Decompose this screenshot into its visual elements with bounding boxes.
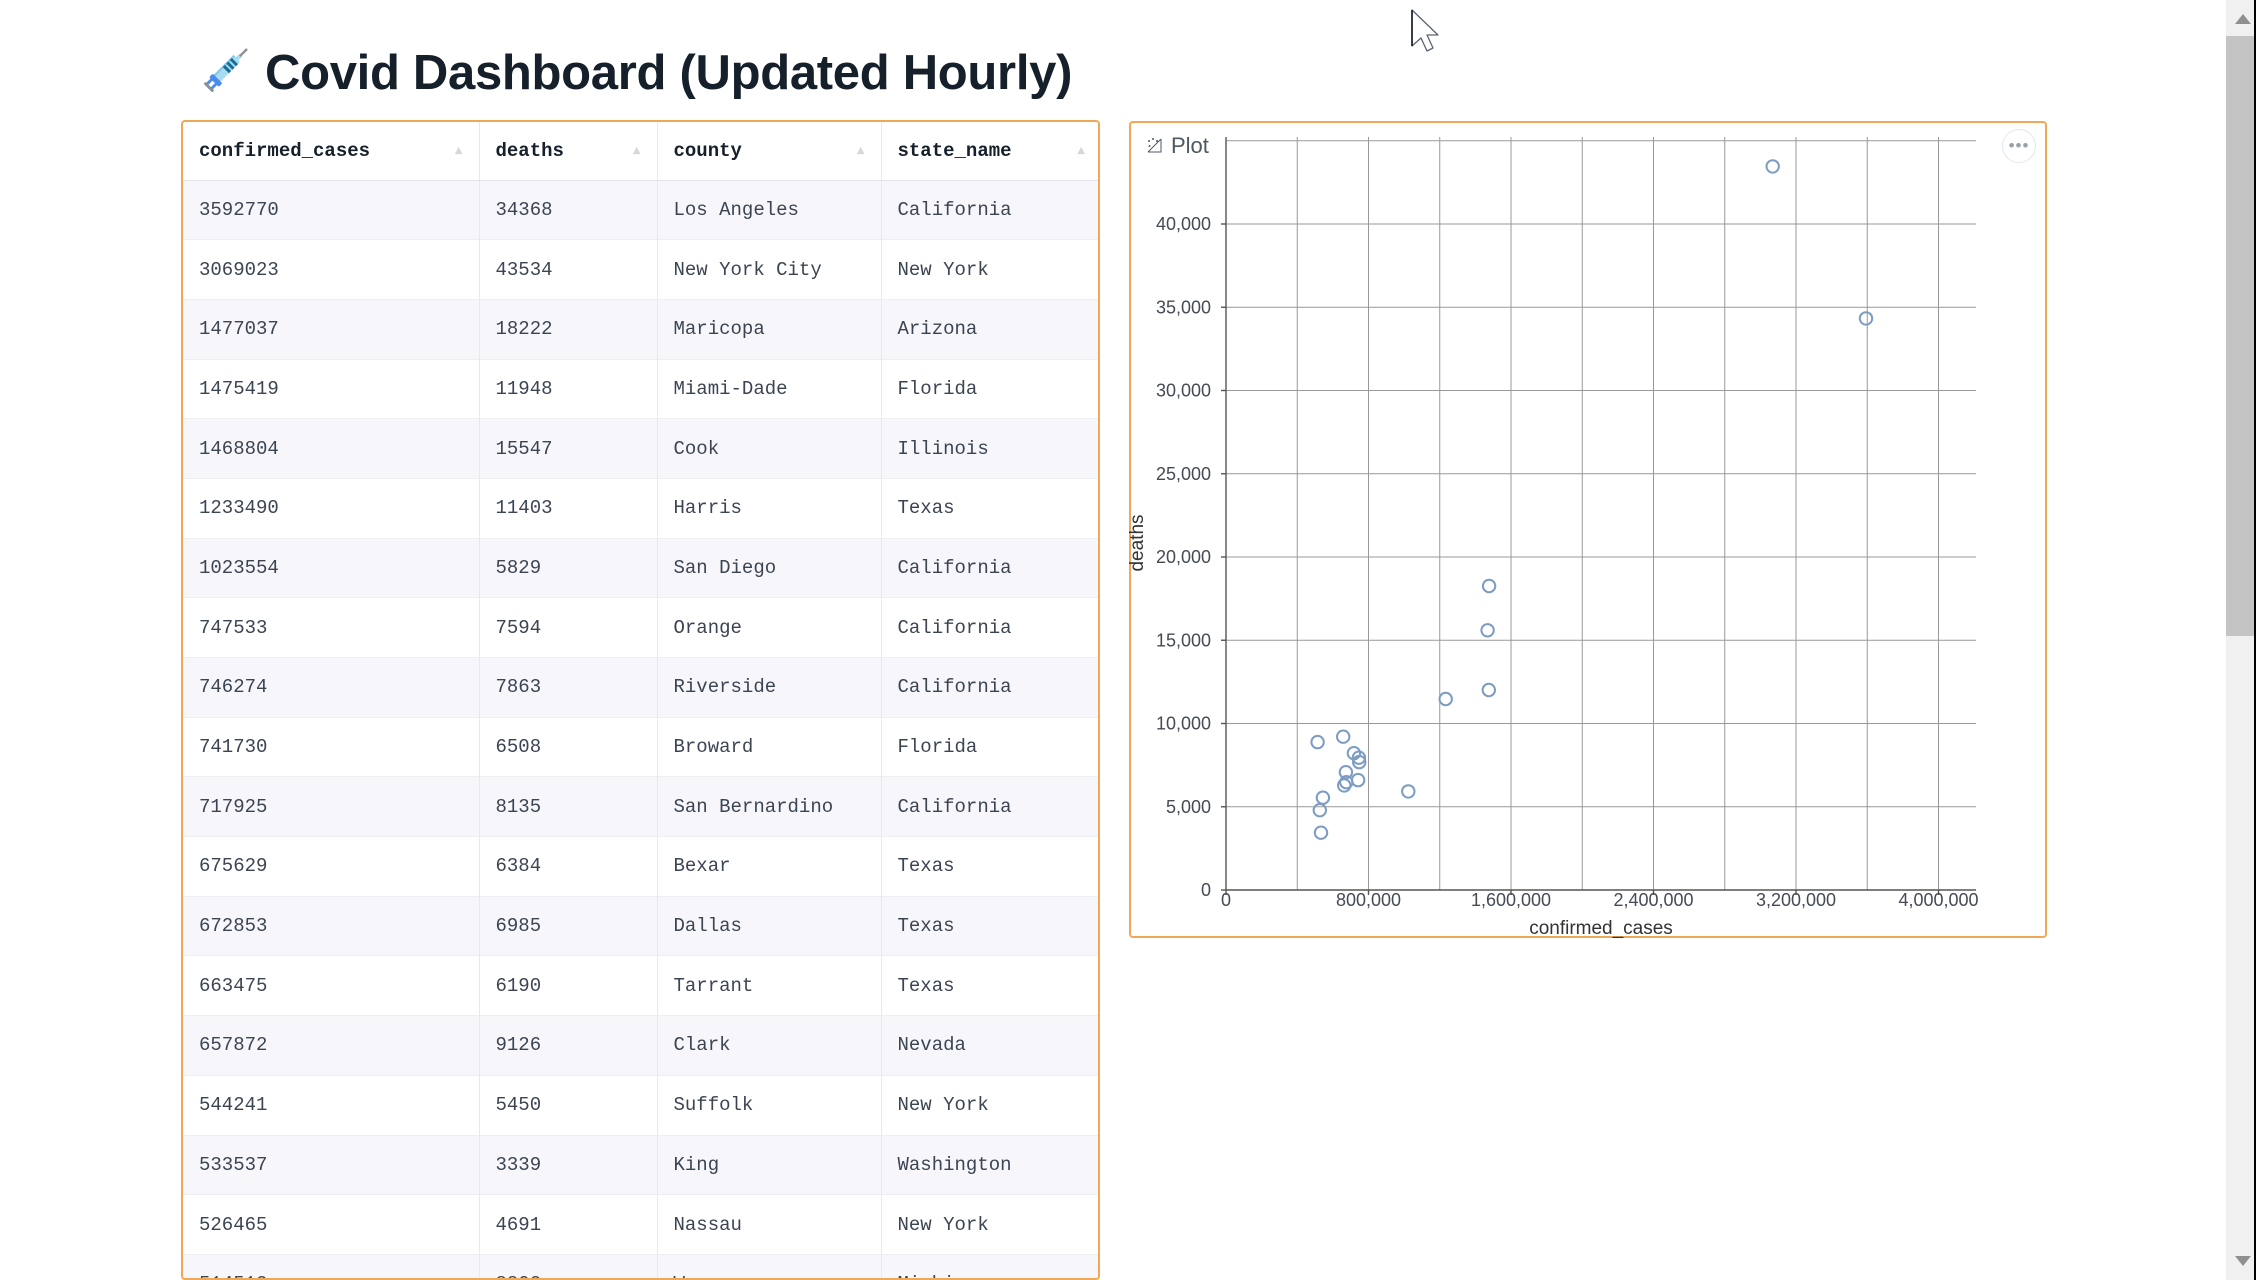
svg-text:25,000: 25,000	[1156, 464, 1211, 484]
svg-text:30,000: 30,000	[1156, 381, 1211, 401]
svg-text:800,000: 800,000	[1336, 890, 1401, 910]
svg-text:3,200,000: 3,200,000	[1756, 890, 1836, 910]
svg-text:35,000: 35,000	[1156, 297, 1211, 317]
svg-text:4,000,000: 4,000,000	[1898, 890, 1978, 910]
svg-text:0: 0	[1221, 890, 1231, 910]
svg-text:2,400,000: 2,400,000	[1613, 890, 1693, 910]
svg-text:1,600,000: 1,600,000	[1471, 890, 1551, 910]
svg-text:5,000: 5,000	[1166, 797, 1211, 817]
svg-text:deaths: deaths	[1127, 514, 1148, 571]
svg-text:40,000: 40,000	[1156, 214, 1211, 234]
svg-text:15,000: 15,000	[1156, 630, 1211, 650]
svg-text:10,000: 10,000	[1156, 714, 1211, 734]
svg-text:0: 0	[1201, 880, 1211, 900]
svg-text:20,000: 20,000	[1156, 547, 1211, 567]
svg-text:confirmed_cases: confirmed_cases	[1529, 918, 1673, 939]
